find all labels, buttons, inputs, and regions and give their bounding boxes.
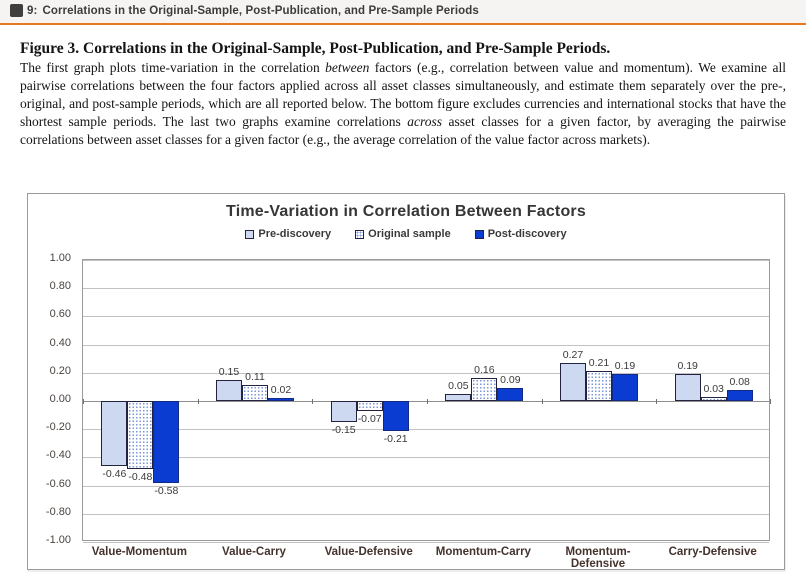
legend-swatch-pre-discovery [245,229,255,239]
bar-value-label: 0.21 [588,357,610,370]
bar-value-label: 0.03 [703,382,724,395]
legend-swatch-post-discovery [474,229,484,239]
bar-value-label: 0.19 [677,360,698,373]
caption-body: The first graph plots time-variation in … [20,59,786,149]
legend-item-post-discovery: Post-discovery [474,228,567,240]
category-label: Value-Momentum [91,546,187,558]
y-axis-tick-label: 0.60 [49,308,71,321]
bar [700,396,727,401]
bar [612,374,638,401]
bar [586,371,612,401]
bar [674,374,701,401]
bar-value-label: 0.02 [270,384,292,397]
figure-caption: Figure 3. Correlations in the Original-S… [20,39,786,149]
gridline [83,344,769,346]
y-axis-tick-label: -0.20 [45,421,71,434]
bar-value-label: -0.58 [154,484,179,497]
y-axis-tick-label: -0.40 [45,449,71,462]
bar-value-label: 0.16 [474,364,495,377]
bar-value-label: 0.15 [218,365,240,378]
x-axis-tick [656,399,658,404]
bar-value-label: 0.19 [614,360,636,373]
gridline [83,288,769,290]
bar [268,398,294,401]
bar-value-label: 0.11 [245,371,265,384]
x-axis-tick [427,399,428,404]
bar [445,393,472,401]
caption-heading: Figure 3. Correlations in the Original-S… [20,40,611,57]
bar-value-label: 0.08 [729,375,750,388]
bar [356,401,383,411]
y-axis-tick-label: -1.00 [45,534,71,546]
bar [127,401,154,469]
caption-text: The first graph plots time-variation in … [20,60,326,76]
bar [153,401,180,483]
caption-text: factors (e.g., correlation between value… [20,60,786,130]
x-axis-tick [83,399,84,404]
y-axis-tick-label: 0.20 [49,364,71,377]
bar-value-label: -0.21 [383,432,408,445]
legend-label: Post-discovery [487,228,567,240]
caption-italic-word: between [325,60,370,76]
bar-value-label: 0.09 [500,374,521,387]
gridline [83,513,769,515]
legend-label: Pre-discovery [258,228,332,240]
bar [101,401,128,466]
header-figure-number: 9: [27,4,38,17]
category-label: Momentum-Defensive [565,546,631,570]
gridline [83,542,769,543]
bar [242,385,268,401]
bar [726,389,753,401]
document-header: 图 9: Correlations in the Original-Sample… [0,0,806,25]
y-axis-tick-label: 0.40 [49,336,71,349]
legend-item-pre-discovery: Pre-discovery [245,228,331,240]
x-axis-categories: Value-Momentum Value-Carry Value-Defensive… [82,546,770,570]
y-axis-tick-label: 1.00 [49,252,71,264]
figure-icon: 图 [10,4,23,17]
caption-text: asset classes for a given factor, by ave… [20,114,786,148]
x-axis-tick [312,399,314,404]
legend-label: Original sample [368,228,451,240]
caption-italic-word: across [407,114,443,130]
bar [330,401,357,423]
bar-value-label: 0.27 [562,348,584,361]
y-axis-tick-label: 0.80 [49,280,71,293]
gridline [83,401,769,402]
x-axis-tick [541,399,543,404]
y-axis-tick-label: -0.80 [45,505,71,518]
legend-item-original-sample: Original sample [355,228,451,240]
bar-value-label: -0.46 [102,467,127,480]
x-axis-tick [770,399,771,404]
bar [382,401,409,431]
category-label: Value-Defensive [324,546,413,558]
gridline [83,372,769,374]
y-axis-tick-label: 0.00 [49,393,71,405]
x-axis-tick [197,399,199,404]
plot-area: -0.46 -0.48 -0.58 0.15 0.11 0.02 -0.15 -0.07 -0.… [82,259,771,543]
bar-value-label: -0.07 [357,412,382,425]
gridline [83,429,769,431]
bar-value-label: -0.48 [128,470,153,483]
chart-title: Time-Variation in Correlation Between Fa… [226,203,586,220]
bar-value-label: 0.05 [448,379,469,392]
bar-value-label: -0.15 [331,424,356,437]
y-axis-tick-label: -0.60 [45,477,71,490]
category-label: Momentum-Carry [435,546,531,558]
gridline [83,316,769,318]
bar [216,379,242,401]
legend-swatch-original-sample [355,229,365,239]
bar [497,388,524,401]
chart-legend: Pre-discovery Original sample Post-disco… [28,228,784,240]
gridline [83,457,769,459]
y-axis: 1.00 0.80 0.60 0.40 0.20 0.00 -0.20 -0.40 -0.60 -… [28,252,78,546]
gridline [83,260,769,261]
category-label: Value-Carry [222,546,286,558]
bar [560,362,586,401]
gridline [83,485,769,487]
chart: Time-Variation in Correlation Between Fa… [27,193,785,570]
category-label: Carry-Defensive [668,546,757,558]
header-title: Correlations in the Original-Sample, Pos… [42,4,479,17]
bar [471,378,498,401]
